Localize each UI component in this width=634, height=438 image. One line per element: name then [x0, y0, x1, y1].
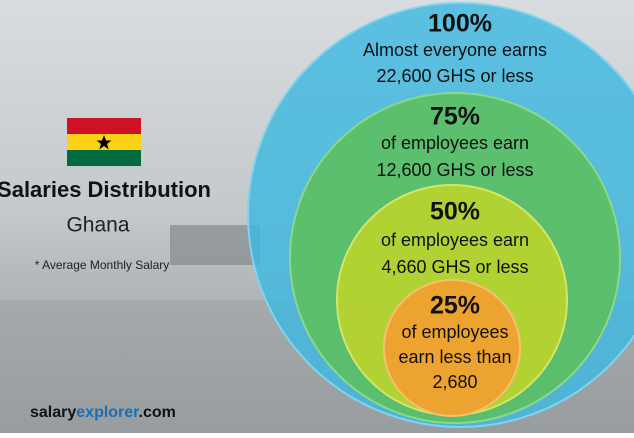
percent: 75%: [430, 103, 480, 131]
percent: 25%: [430, 292, 480, 320]
note: * Average Monthly Salary: [35, 258, 170, 272]
percent: 50%: [430, 198, 480, 226]
level-text: 12,600 GHS or less: [376, 160, 533, 180]
desk: [170, 225, 260, 265]
level-text: of employees earn: [381, 230, 529, 250]
level-text: 22,600 GHS or less: [376, 66, 533, 86]
site-part: explorer: [76, 404, 139, 421]
level-text: 4,660 GHS or less: [381, 257, 528, 277]
circle-25: [383, 279, 521, 417]
level-text: of employees earn: [381, 133, 529, 153]
percent: 100%: [428, 10, 492, 38]
site-part: .com: [139, 404, 176, 421]
site: salaryexplorer.com: [30, 404, 176, 421]
level-text: of employees: [401, 322, 508, 342]
flag: [67, 118, 141, 166]
level-text: 2,680: [432, 372, 477, 392]
country: Ghana: [66, 214, 129, 237]
title: Salaries Distribution: [0, 177, 211, 202]
level-text: Almost everyone earns: [363, 40, 547, 60]
level-text: earn less than: [398, 347, 511, 367]
site-part: salary: [30, 404, 76, 421]
